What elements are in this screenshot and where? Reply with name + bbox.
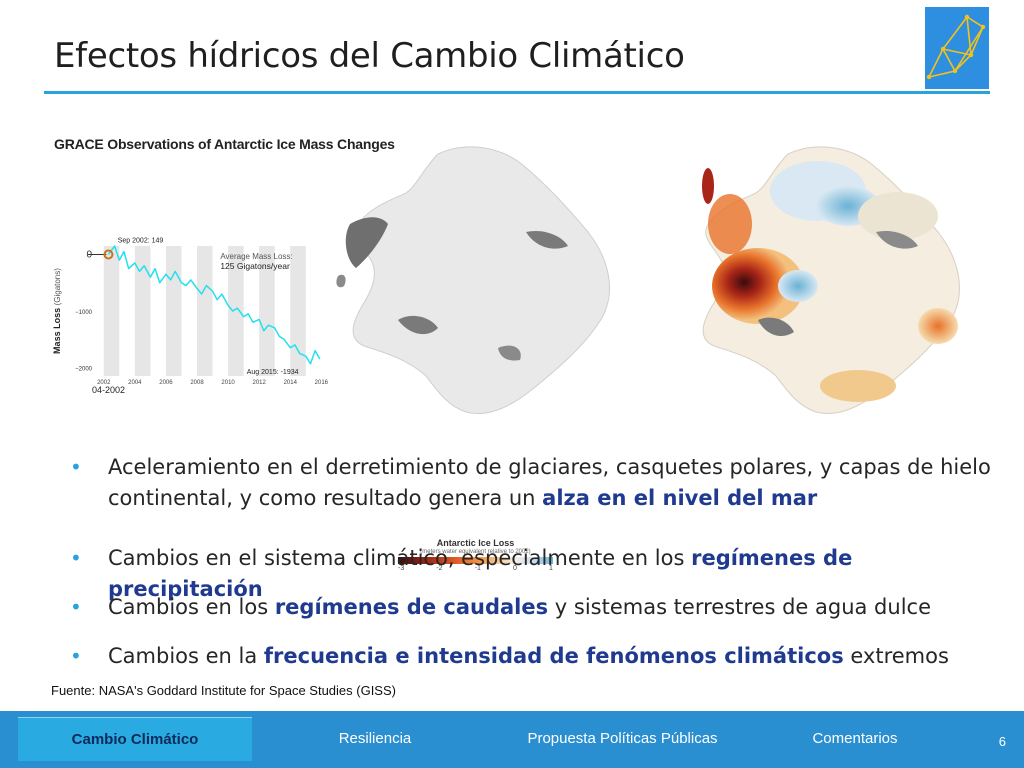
average-label: Average Mass Loss: xyxy=(220,252,292,261)
year-band xyxy=(103,246,120,376)
bullet-text: Aceleramiento en el derretimiento de gla… xyxy=(108,452,1008,514)
bullet-text-post: extremos xyxy=(843,644,949,668)
year-band xyxy=(259,246,275,376)
bullet-text: Cambios en la frecuencia e intensidad de… xyxy=(108,641,1008,672)
bullet-text-post: y sistemas terrestres de agua dulce xyxy=(548,595,931,619)
page-number: 6 xyxy=(998,734,1006,749)
bullet-dot: • xyxy=(70,644,82,668)
x-tick-label: 2008 xyxy=(190,380,204,386)
start-marker xyxy=(103,249,114,260)
bullet-text-pre: Aceleramiento en el derretimiento de gla… xyxy=(108,455,991,510)
year-band xyxy=(228,246,244,376)
title-divider xyxy=(44,91,990,94)
nav-tab-propuesta-politicas-publicas[interactable]: Propuesta Políticas Públicas xyxy=(527,730,718,747)
source-citation: Fuente: NASA's Goddard Institute for Spa… xyxy=(51,683,396,698)
bullet-text: Cambios en el sistema climático, especia… xyxy=(108,543,1008,605)
bullet-highlight: regímenes de caudales xyxy=(274,595,549,619)
start-date-label: 04-2002 xyxy=(92,385,125,395)
bullet-highlight: alza en el nivel del mar xyxy=(542,486,818,510)
colorbar-ticks: -3 -2 -1 0 1 xyxy=(398,565,553,572)
colorbar-subtitle: (meters water equivalent relative to 200… xyxy=(420,549,531,555)
end-annotation: Aug 2015: -1934 xyxy=(247,369,299,376)
page-title: Efectos hídricos del Cambio Climático xyxy=(54,36,685,76)
bullet-dot: • xyxy=(70,595,82,619)
mass-loss-series-line xyxy=(107,245,321,365)
y-tick-label: 0 xyxy=(86,249,92,260)
year-band xyxy=(197,246,213,376)
bullet-text: Cambios en los regímenes de caudales y s… xyxy=(108,592,1008,623)
antarctica-grey-map xyxy=(336,146,610,414)
bullet-text-pre: Cambios en los xyxy=(108,595,275,619)
grace-figure: GRACE Observations of Antarctic Ice Mass… xyxy=(48,126,960,572)
bullet-dot: • xyxy=(70,455,82,479)
y-axis-label: Mass Loss (Gigatons) xyxy=(52,268,62,354)
colorbar-tick: -3 xyxy=(398,565,405,572)
bullet-text-pre: Cambios en la xyxy=(108,644,264,668)
x-tick-label: 2006 xyxy=(159,380,173,386)
bullet-dot: • xyxy=(70,546,82,570)
y-tick-label: −2000 xyxy=(75,367,93,373)
x-tick-label: 2002 xyxy=(97,380,111,386)
colorbar-tick: 1 xyxy=(549,565,553,572)
start-annotation: Sep 2002: 149 xyxy=(118,237,164,244)
colorbar-tick: 0 xyxy=(513,565,517,572)
nav-tab-resiliencia[interactable]: Resiliencia xyxy=(338,730,412,747)
ice-loss-colorbar: Antarctic Ice Loss (meters water equival… xyxy=(398,538,553,572)
average-value: 125 Gigatons/year xyxy=(220,261,290,271)
colorbar-gradient xyxy=(398,557,553,564)
footer-nav-bar: Cambio Climático Resiliencia Propuesta P… xyxy=(0,711,1024,768)
year-band xyxy=(134,246,151,376)
year-band xyxy=(165,246,182,376)
nav-tab-comentarios[interactable]: Comentarios xyxy=(812,730,898,747)
colorbar-tick: -2 xyxy=(436,565,443,572)
colorbar-tick: -1 xyxy=(474,565,481,572)
x-tick-label: 2016 xyxy=(315,380,329,386)
x-tick-label: 2010 xyxy=(221,380,235,386)
bullet-text-pre: Cambios en el sistema climático, especia… xyxy=(108,546,692,570)
y-tick-label: −1000 xyxy=(75,310,93,316)
bullet-highlight: regímenes de precipitación xyxy=(108,546,853,601)
x-tick-label: 2012 xyxy=(252,380,266,386)
x-tick-label: 2004 xyxy=(128,380,142,386)
x-tick-label: 2014 xyxy=(284,380,298,386)
colorbar-title: Antarctic Ice Loss xyxy=(436,538,515,548)
antarctica-ice-loss-map xyxy=(702,146,960,414)
network-logo-icon xyxy=(925,7,989,89)
figure-title: GRACE Observations of Antarctic Ice Mass… xyxy=(54,136,395,152)
mass-loss-chart: Mass Loss (Gigatons) 0 −1000 −2000 2002 2004 2… xyxy=(52,237,329,395)
nav-tab-cambio-climatico[interactable]: Cambio Climático xyxy=(18,717,252,761)
year-band xyxy=(290,246,306,376)
bullet-highlight: frecuencia e intensidad de fenómenos cli… xyxy=(263,644,844,668)
